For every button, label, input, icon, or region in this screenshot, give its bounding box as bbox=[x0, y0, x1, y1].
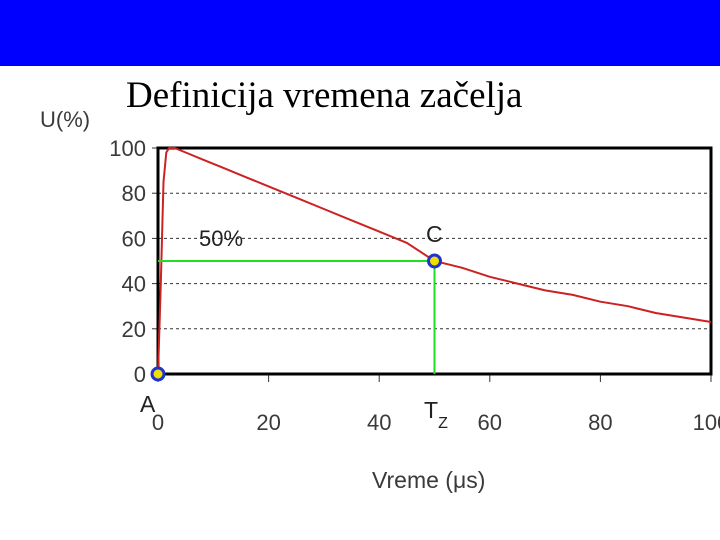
x-tick-label: 60 bbox=[478, 410, 502, 435]
fifty-percent-label: 50% bbox=[199, 226, 243, 251]
voltage-curve bbox=[157, 147, 712, 375]
tz-label: TZ bbox=[424, 397, 448, 432]
slide-title: Definicija vremena začelja bbox=[126, 75, 523, 116]
x-tick-label: 80 bbox=[588, 410, 612, 435]
point-a-marker bbox=[150, 366, 166, 382]
x-tick-label: 0 bbox=[152, 410, 164, 435]
point-a-label: A bbox=[140, 391, 156, 417]
y-tick-label: 40 bbox=[122, 272, 146, 297]
point-c-marker bbox=[427, 253, 442, 269]
x-axis-label: Vreme (μs) bbox=[372, 467, 485, 493]
y-axis-label: U(%) bbox=[40, 107, 90, 132]
x-tick-label: 20 bbox=[256, 410, 280, 435]
y-tick-label: 60 bbox=[122, 226, 146, 251]
header-bar bbox=[0, 0, 720, 66]
y-tick-label: 100 bbox=[109, 136, 146, 161]
y-tick-label: 0 bbox=[134, 362, 146, 387]
y-tick-label: 80 bbox=[122, 181, 146, 206]
x-tick-label: 100 bbox=[693, 410, 720, 435]
x-tick-label: 40 bbox=[367, 410, 391, 435]
y-tick-label: 20 bbox=[122, 317, 146, 342]
point-c-label: C bbox=[426, 221, 443, 247]
